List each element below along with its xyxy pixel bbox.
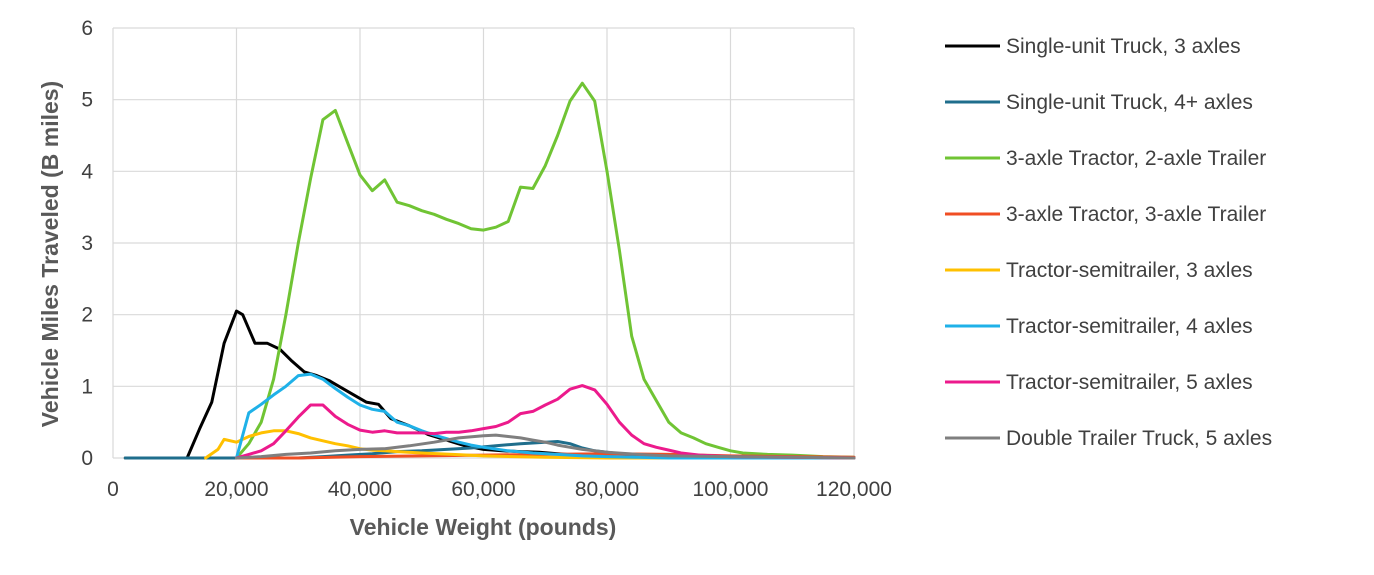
y-axis-ticks: 0 1 2 3 4 5 6 [81,17,93,470]
x-tick-label: 60,000 [451,478,515,501]
series-line-double-trailer-truck-5-axles [235,433,856,460]
series-line-tractor-semitrailer-3-axles [204,429,856,460]
y-tick-label: 1 [81,375,93,398]
x-tick-label: 80,000 [575,478,639,501]
series-line-tractor-semitrailer-4-axles [235,372,856,460]
gridlines [112,27,855,459]
legend-label-tractor-semitrailer-3-axles: Tractor-semitrailer, 3 axles [1006,259,1253,282]
x-axis-title: Vehicle Weight (pounds) [350,514,617,540]
x-tick-label: 100,000 [693,478,769,501]
y-tick-label: 2 [81,304,93,327]
x-axis-ticks: 0 20,000 40,000 60,000 80,000 100,000 120,000 [107,478,892,501]
legend-label-double-trailer-truck-5-axles: Double Trailer Truck, 5 axles [1006,427,1272,450]
legend-label-tractor-semitrailer-4-axles: Tractor-semitrailer, 4 axles [1006,315,1253,338]
y-axis-title: Vehicle Miles Traveled (B miles) [37,81,63,427]
y-tick-label: 3 [81,232,93,255]
legend-label-3-axle-tractor-3-axle-trailer: 3-axle Tractor, 3-axle Trailer [1006,203,1266,226]
x-tick-label: 20,000 [204,478,268,501]
legend-label-single-unit-truck-4-axles: Single-unit Truck, 4+ axles [1006,91,1253,114]
y-tick-label: 6 [81,17,93,40]
x-tick-label: 0 [107,478,119,501]
y-tick-label: 0 [81,447,93,470]
legend: Single-unit Truck, 3 axles Single-unit Tr… [945,35,1272,450]
x-tick-label: 120,000 [816,478,892,501]
y-tick-label: 5 [81,89,93,112]
series-lines [123,81,856,460]
legend-label-tractor-semitrailer-5-axles: Tractor-semitrailer, 5 axles [1006,371,1253,394]
series-line-3-axle-tractor-2-axle-trailer [235,81,856,460]
y-tick-label: 4 [81,160,93,183]
series-line-tractor-semitrailer-5-axles [235,384,856,460]
legend-label-3-axle-tractor-2-axle-trailer: 3-axle Tractor, 2-axle Trailer [1006,147,1266,170]
x-tick-label: 40,000 [328,478,392,501]
legend-label-single-unit-truck-3-axles: Single-unit Truck, 3 axles [1006,35,1241,58]
